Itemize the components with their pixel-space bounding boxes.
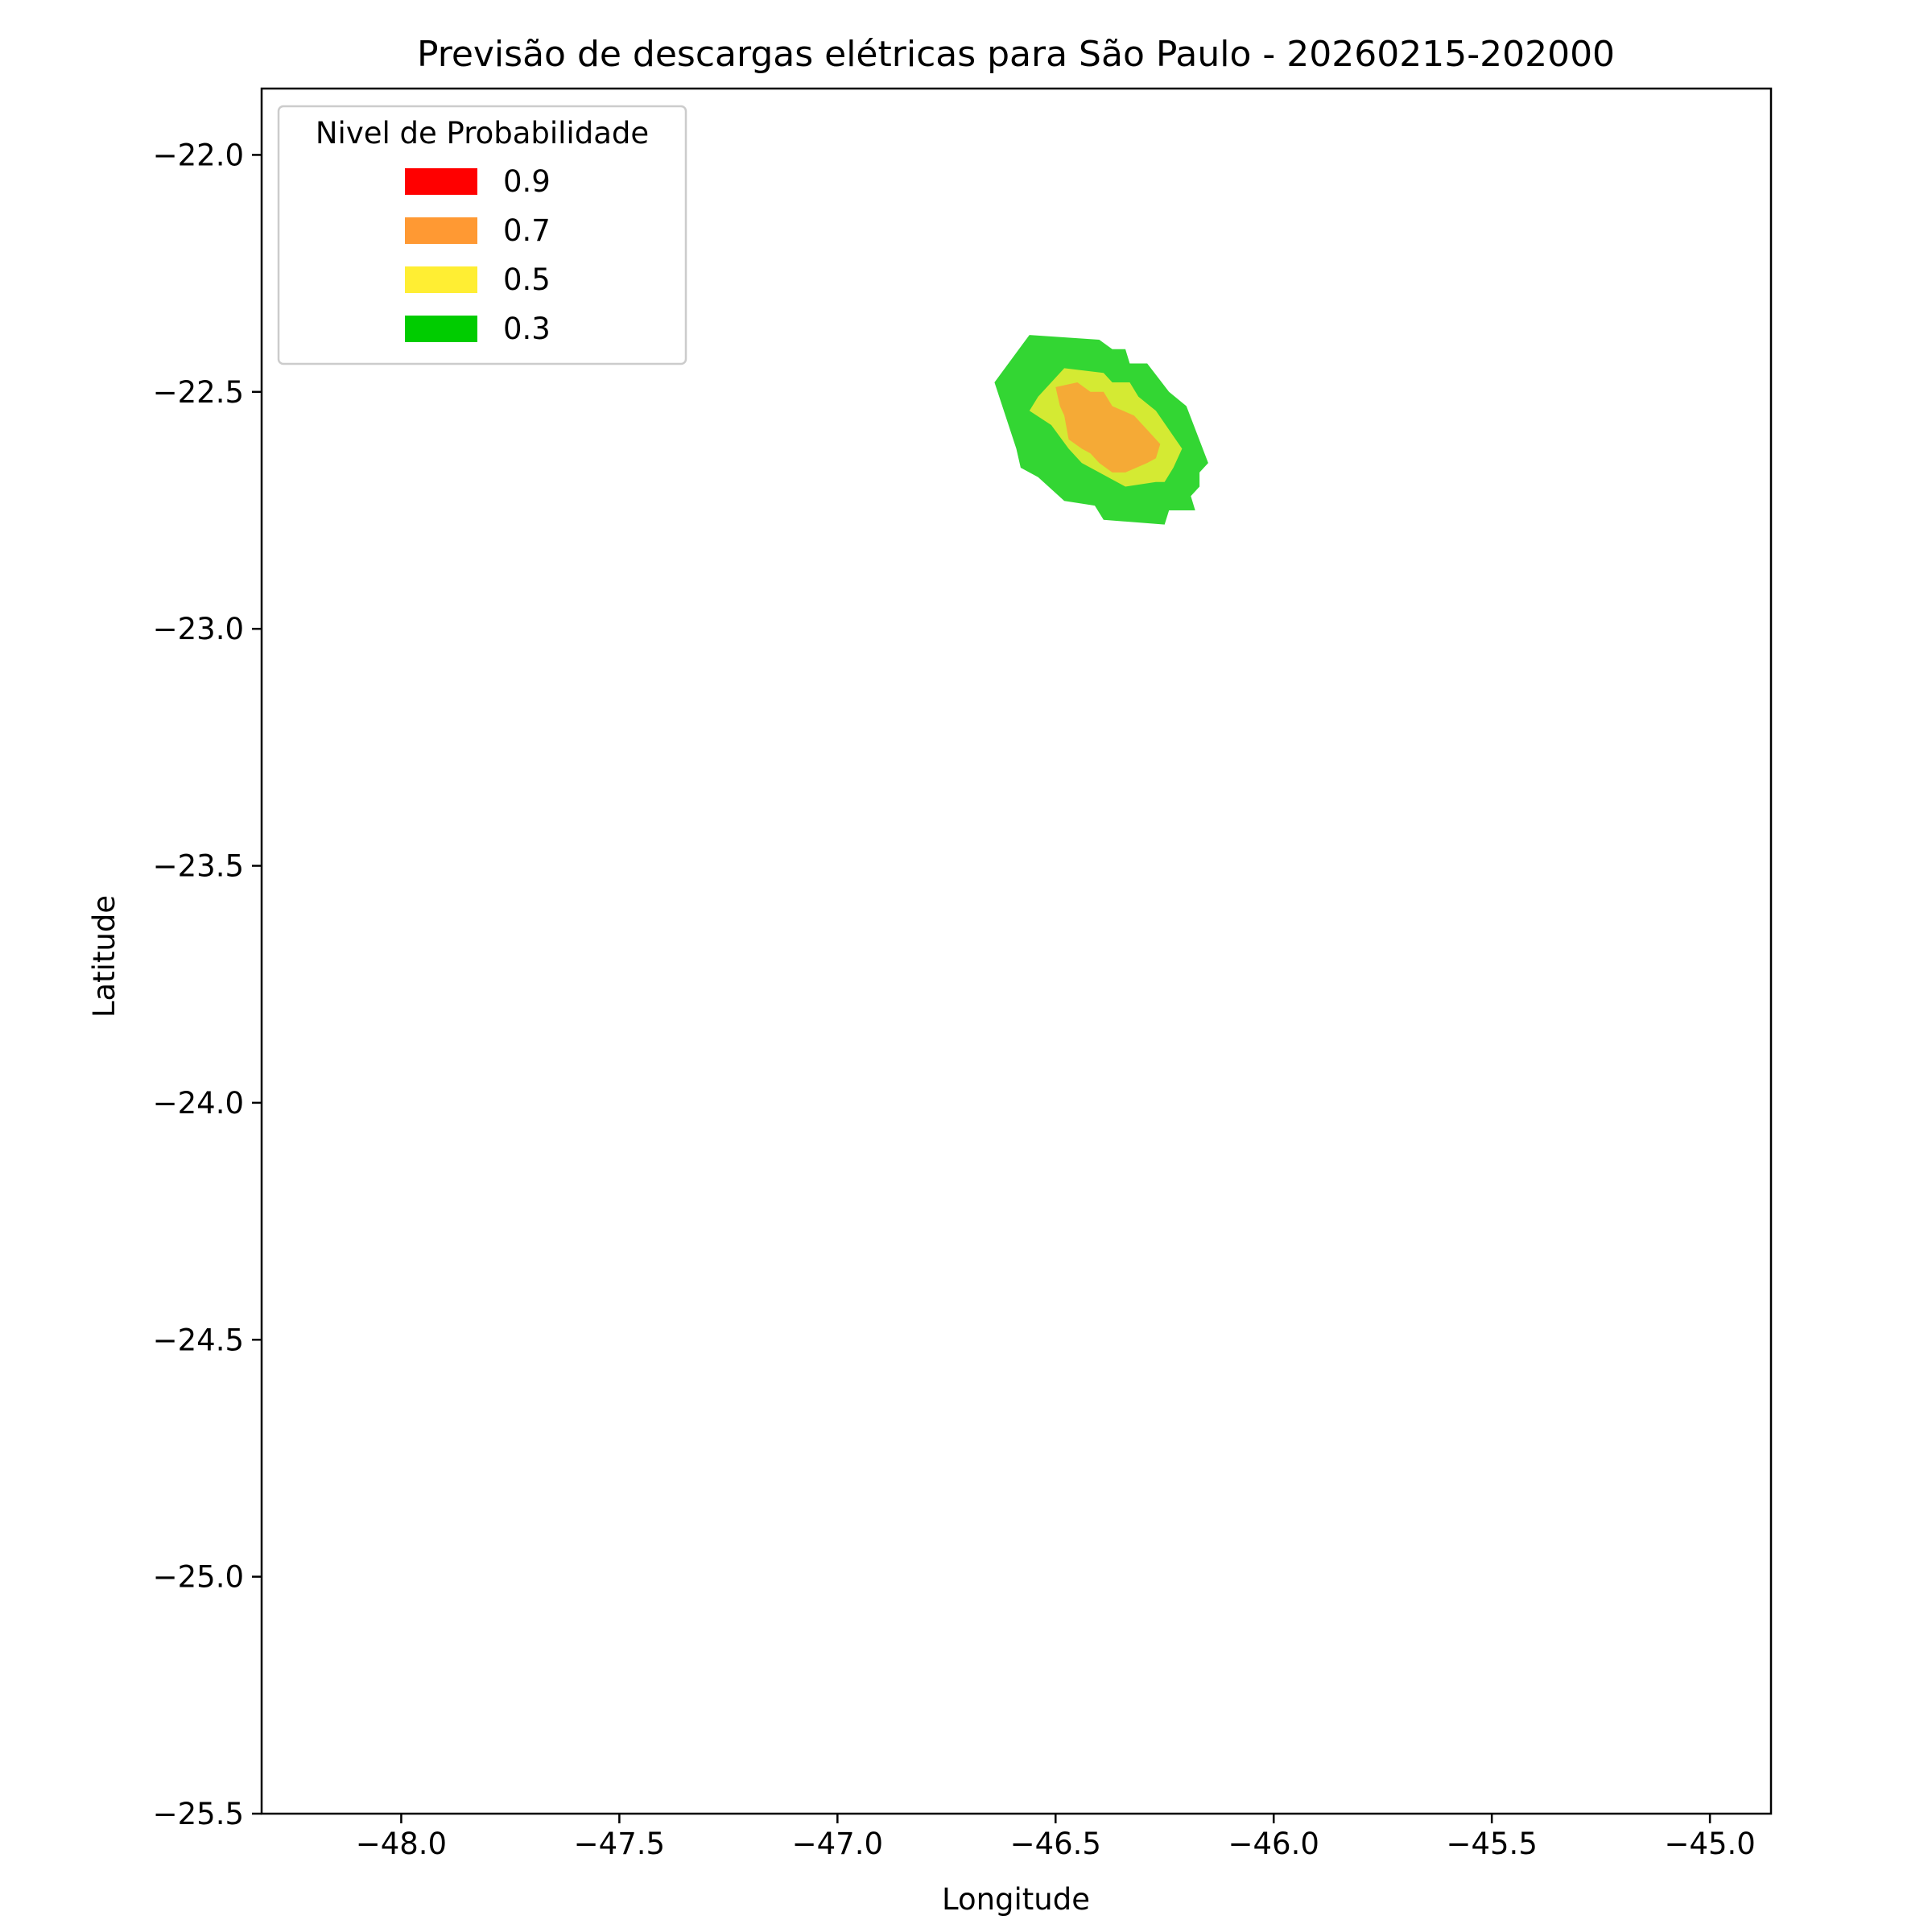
legend-entry-label: 0.3	[503, 312, 551, 346]
legend: Nivel de Probabilidade 0.9 0.7 0.5 0.3	[277, 105, 687, 365]
legend-swatch	[405, 168, 477, 195]
y-tick-label: −24.5	[153, 1323, 244, 1357]
x-tick-label: −47.5	[574, 1827, 665, 1861]
y-tick-label: −22.5	[153, 375, 244, 410]
legend-entry-label: 0.5	[503, 262, 551, 297]
y-tick-label: −25.5	[153, 1797, 244, 1831]
legend-swatch	[405, 316, 477, 342]
y-axis-label: Latitude	[87, 895, 122, 1018]
x-axis-label: Longitude	[942, 1882, 1090, 1917]
x-tick-label: −46.5	[1010, 1827, 1101, 1861]
y-tick-label: −22.0	[153, 138, 244, 172]
legend-title: Nivel de Probabilidade	[316, 116, 649, 151]
x-tick-label: −45.0	[1664, 1827, 1755, 1861]
x-tick-label: −48.0	[356, 1827, 447, 1861]
x-tick-label: −45.5	[1446, 1827, 1537, 1861]
y-tick-label: −23.5	[153, 849, 244, 884]
axes-frame	[260, 87, 1773, 1815]
chart-title: Previsão de descargas elétricas para São…	[417, 34, 1615, 75]
y-axis-ticks: −22.0 −22.5 −23.0 −23.5 −24.0 −24.5 −25.0 −25.5	[153, 138, 262, 1831]
x-tick-label: −46.0	[1228, 1827, 1319, 1861]
legend-swatch	[405, 266, 477, 293]
x-tick-label: −47.0	[792, 1827, 883, 1861]
plot-area	[994, 335, 1208, 525]
y-tick-label: −24.0	[153, 1086, 244, 1121]
legend-entry-label: 0.7	[503, 213, 551, 248]
y-tick-label: −25.0	[153, 1560, 244, 1595]
legend-entry-label: 0.9	[503, 164, 551, 199]
y-tick-label: −23.0	[153, 612, 244, 646]
legend-swatch	[405, 217, 477, 244]
region-level-0-7	[1055, 382, 1161, 473]
legend-frame	[277, 105, 687, 365]
x-axis-ticks: −48.0 −47.5 −47.0 −46.5 −46.0 −45.5 −45.0	[356, 1814, 1756, 1861]
legend-entries: 0.9 0.7 0.5 0.3	[405, 164, 551, 346]
